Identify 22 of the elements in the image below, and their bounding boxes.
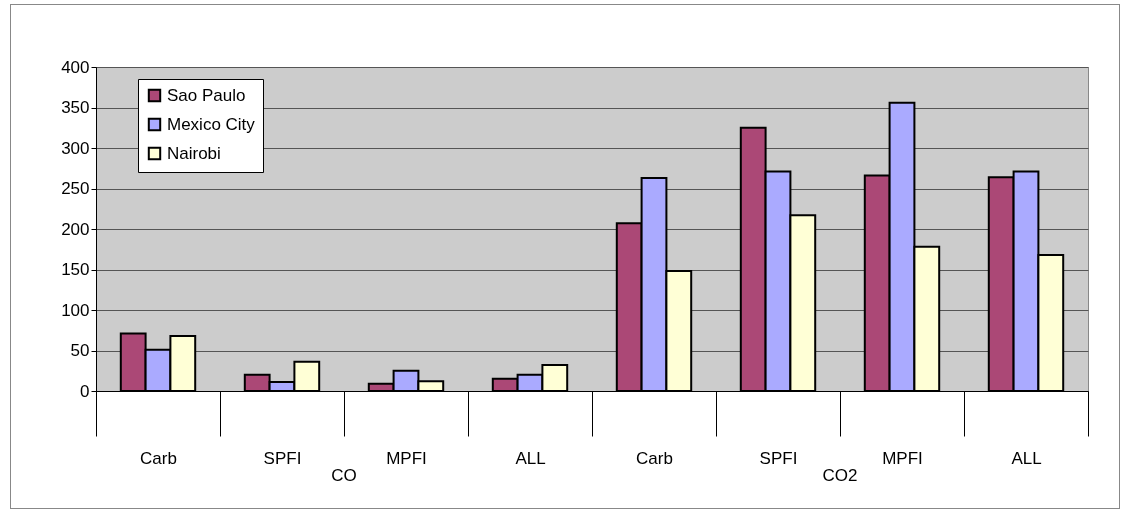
x-tick-label: ALL xyxy=(1011,448,1042,468)
x-tick-label: ALL xyxy=(515,448,546,468)
y-tick-label: 50 xyxy=(70,341,90,360)
y-tick-label: 100 xyxy=(61,300,90,320)
text: CO xyxy=(331,466,357,485)
x-tick-label: Carb xyxy=(140,448,177,468)
y-tick-label: 300 xyxy=(61,138,90,158)
x-tick-label: MPFI xyxy=(386,448,427,468)
legend-label: Sao Paulo xyxy=(167,85,246,105)
y-tick-label: 0 xyxy=(80,381,90,401)
legend-label: Nairobi xyxy=(167,143,221,163)
y-tick-label: 200 xyxy=(61,219,90,239)
y-tick-label: 150 xyxy=(61,260,90,279)
x-tick-label: SPFI xyxy=(263,448,302,468)
x-tick-label: SPFI xyxy=(759,448,798,468)
x-tick-label: Carb xyxy=(636,448,673,468)
x-tick-label: MPFI xyxy=(882,448,923,468)
y-tick-label: 350 xyxy=(61,98,90,117)
y-tick-label: 400 xyxy=(61,57,90,77)
y-tick-label: 250 xyxy=(61,179,90,198)
legend-label: Mexico City xyxy=(167,114,256,134)
text: CO2 xyxy=(822,466,858,485)
